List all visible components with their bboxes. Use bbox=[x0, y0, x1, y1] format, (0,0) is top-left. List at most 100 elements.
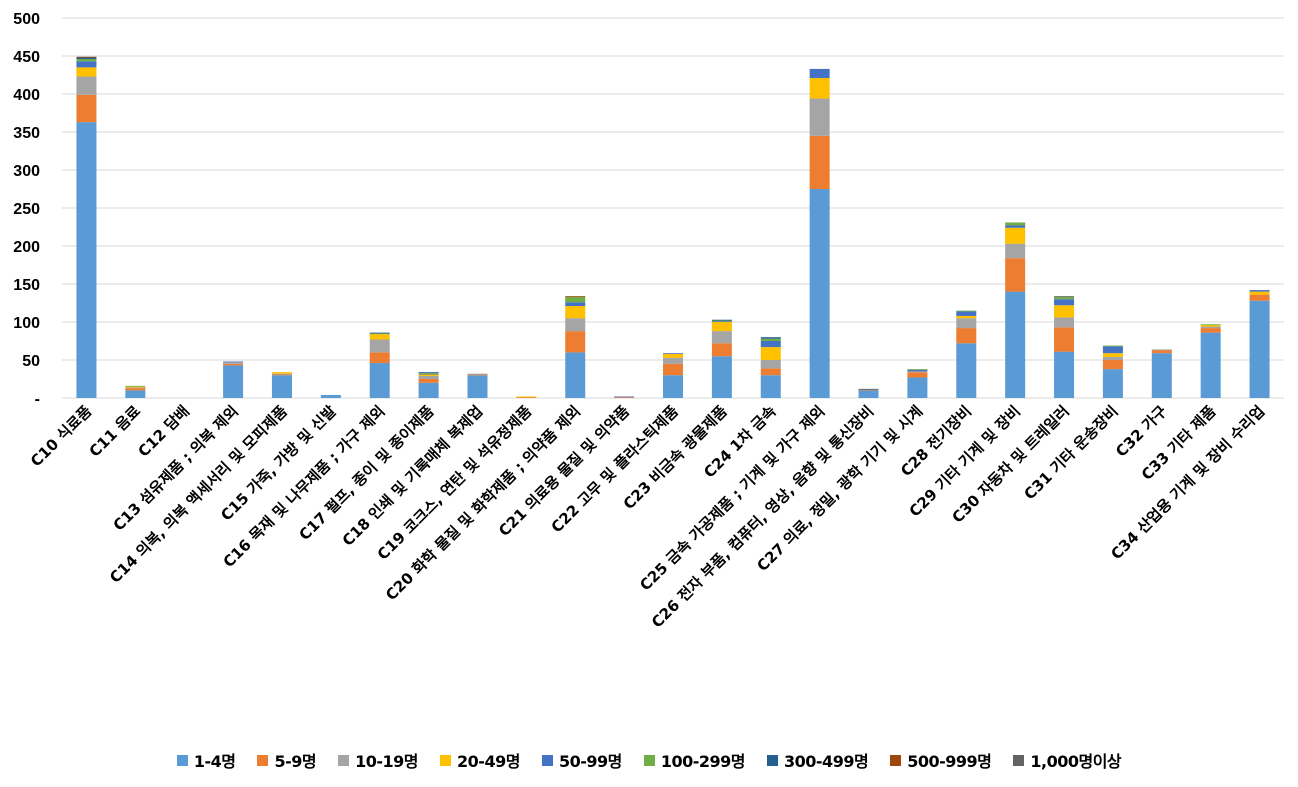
legend-item: 5-9명 bbox=[257, 748, 317, 772]
bar-segment bbox=[1102, 345, 1123, 347]
bar-segment bbox=[1200, 328, 1221, 333]
bar-segment bbox=[809, 98, 830, 136]
bar-segment bbox=[956, 343, 977, 398]
bar-segment bbox=[907, 371, 928, 373]
bar-segment bbox=[76, 59, 97, 62]
bar-segment bbox=[1054, 327, 1075, 352]
bar-segment bbox=[418, 382, 439, 398]
bar-segment bbox=[614, 397, 635, 399]
bar-segment bbox=[76, 76, 97, 95]
bar-segment bbox=[760, 360, 781, 369]
legend-item: 100-299명 bbox=[643, 748, 746, 772]
bar-segment bbox=[1005, 225, 1026, 228]
bar-segment bbox=[1249, 294, 1270, 301]
bar-segment bbox=[711, 356, 732, 398]
bar-segment bbox=[76, 56, 97, 58]
x-tick-label: C31 기타 운송장비 bbox=[1021, 402, 1122, 503]
bar-segment bbox=[223, 361, 244, 363]
bar-stack bbox=[1249, 290, 1270, 398]
bar-segment bbox=[1054, 317, 1075, 328]
legend-label: 300-499명 bbox=[784, 752, 869, 771]
bar-stack bbox=[418, 372, 439, 398]
bar-segment bbox=[516, 397, 537, 399]
legend-swatch bbox=[338, 754, 350, 766]
bar-segment bbox=[125, 390, 146, 398]
legend-item: 1-4명 bbox=[176, 748, 236, 772]
bar-segment bbox=[1200, 324, 1221, 326]
y-tick-label: 350 bbox=[13, 125, 40, 142]
bar-segment bbox=[418, 372, 439, 373]
bar-segment bbox=[565, 296, 586, 297]
bar-segment bbox=[565, 318, 586, 332]
bar-segment bbox=[76, 122, 97, 399]
x-tick-label: C14 의복, 의복 액세서리 및 모피제품 bbox=[106, 402, 291, 587]
bar-segment bbox=[1151, 353, 1172, 398]
legend-label: 1,000명이상 bbox=[1030, 752, 1122, 771]
bar-segment bbox=[467, 374, 488, 376]
bar-stack bbox=[320, 394, 341, 398]
bar-segment bbox=[711, 321, 732, 323]
legend-label: 1-4명 bbox=[193, 752, 236, 771]
bar-segment bbox=[1249, 291, 1270, 295]
bar-segment bbox=[565, 306, 586, 319]
bar-segment bbox=[271, 372, 292, 374]
bar-segment bbox=[76, 67, 97, 77]
bar-segment bbox=[467, 373, 488, 375]
bar-stack bbox=[1005, 222, 1026, 398]
bar-segment bbox=[369, 332, 390, 334]
bar-stack bbox=[1054, 296, 1075, 398]
bar-segment bbox=[858, 390, 879, 398]
bar-segment bbox=[1005, 222, 1026, 226]
bar-segment bbox=[858, 388, 879, 390]
bar-segment bbox=[125, 385, 146, 387]
bar-segment bbox=[125, 386, 146, 388]
y-tick-label: 500 bbox=[13, 11, 40, 28]
bar-segment bbox=[1151, 349, 1172, 351]
bar-segment bbox=[76, 94, 97, 123]
y-tick-label: 300 bbox=[13, 163, 40, 180]
bar-segment bbox=[711, 343, 732, 357]
y-tick-label: 100 bbox=[13, 315, 40, 332]
bar-segment bbox=[663, 375, 683, 398]
x-tick-label: C11 음료 bbox=[86, 402, 145, 461]
legend-swatch bbox=[890, 754, 902, 766]
bar-segment bbox=[125, 387, 146, 389]
bar-segment bbox=[1005, 258, 1026, 292]
bar-segment bbox=[1005, 227, 1026, 244]
bar-segment bbox=[76, 61, 97, 68]
bar-segment bbox=[1005, 243, 1026, 259]
legend-swatch bbox=[440, 754, 452, 766]
bar-stack bbox=[614, 396, 635, 399]
y-axis-tick-labels: - 50 100 150 200 250 300 350 400 450 500 bbox=[13, 11, 40, 408]
bar-segment bbox=[565, 331, 586, 353]
bar-stack bbox=[565, 296, 586, 398]
bar-segment bbox=[1249, 300, 1270, 398]
gridlines bbox=[62, 17, 1284, 399]
legend-item: 10-19명 bbox=[338, 748, 419, 772]
bar-segment bbox=[565, 352, 586, 398]
legend-swatch bbox=[1013, 754, 1025, 766]
bar-segment bbox=[76, 57, 97, 60]
bar-segment bbox=[711, 322, 732, 332]
bar-segment bbox=[1102, 369, 1123, 398]
bar-segment bbox=[369, 333, 390, 335]
bar-segment bbox=[711, 320, 732, 322]
legend: 1-4명 5-9명 10-19명 20-49명 50-99명 100-299명 300-49… bbox=[0, 744, 1298, 776]
legend-item: 20-49명 bbox=[440, 748, 520, 772]
bar-segment bbox=[418, 379, 439, 383]
legend-label: 10-19명 bbox=[355, 752, 419, 771]
legend-swatch bbox=[176, 754, 188, 766]
bar-segment bbox=[858, 389, 879, 391]
bar-segment bbox=[1200, 326, 1221, 329]
bar-segment bbox=[760, 337, 781, 339]
bar-segment bbox=[760, 341, 781, 348]
bar-stack bbox=[369, 332, 390, 398]
y-tick-label: 150 bbox=[13, 277, 40, 294]
legend-label: 100-299명 bbox=[660, 752, 746, 771]
bar-segment bbox=[809, 135, 830, 189]
bar-segment bbox=[809, 68, 830, 79]
bar-stack bbox=[223, 361, 244, 398]
bar-segment bbox=[223, 363, 244, 366]
